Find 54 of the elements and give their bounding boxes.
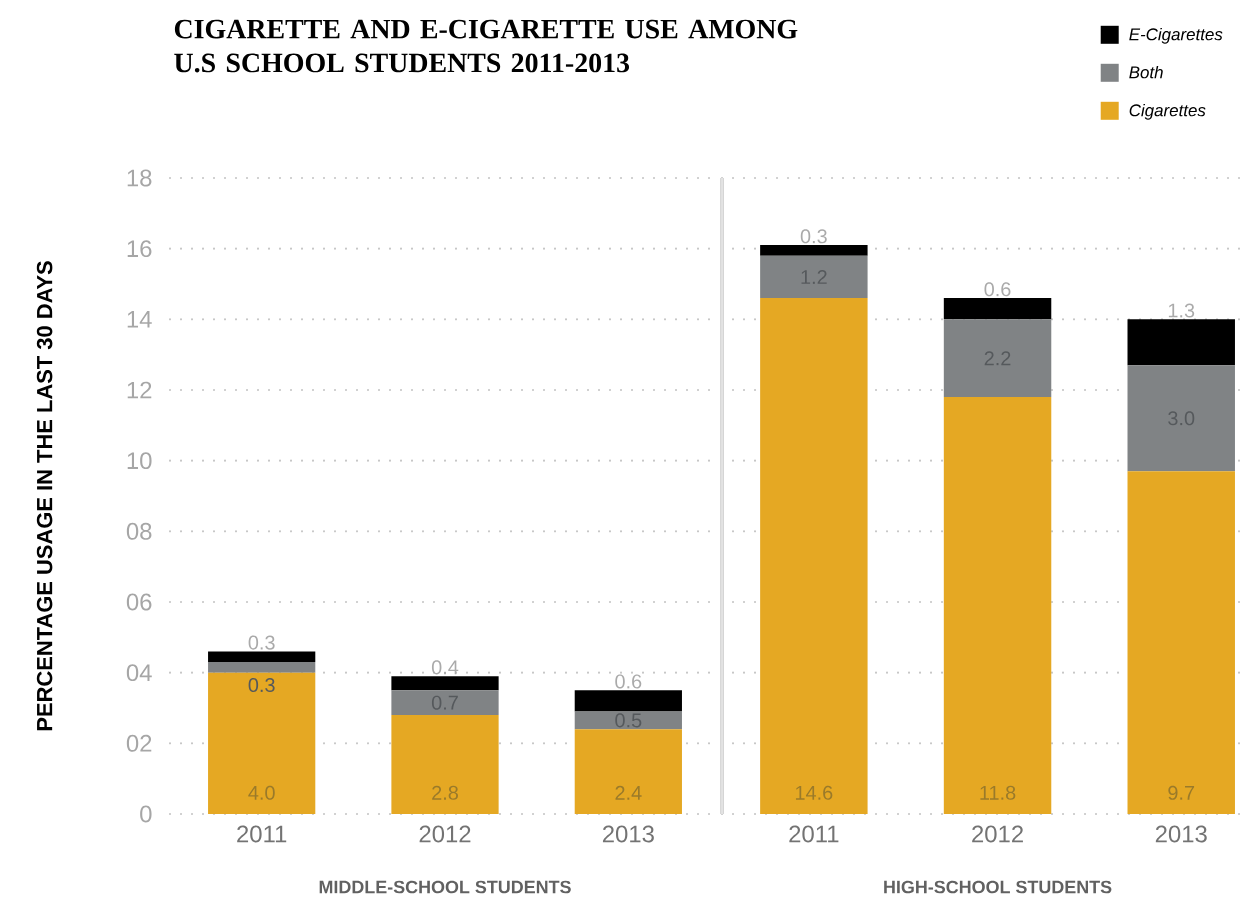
- y-tick-label: 0: [140, 805, 152, 823]
- bar: [1127, 471, 1235, 814]
- y-tick-label: 18: [127, 169, 152, 187]
- bar: [1127, 365, 1235, 472]
- bar: [208, 662, 316, 673]
- x-tick-label: 2011: [237, 825, 287, 843]
- data-label: 2.4: [615, 785, 642, 800]
- y-axis-title: PERCENTAGE USAGE IN THE LAST 30 DAYS: [36, 261, 53, 731]
- data-label: 11.8: [980, 785, 1016, 800]
- bar: [391, 676, 499, 691]
- data-label: 0.6: [984, 282, 1011, 297]
- data-label: 0.3: [800, 229, 827, 244]
- data-label: 14.6: [795, 785, 833, 800]
- bar: [391, 690, 499, 716]
- bar: [208, 672, 316, 814]
- bar: [1127, 319, 1235, 366]
- bar: [208, 651, 316, 663]
- x-axis-title: MIDDLE-SCHOOL STUDENTS: [319, 880, 571, 894]
- legend-label: Cigarettes: [1129, 103, 1206, 120]
- bar: [391, 715, 499, 814]
- y-tick-label: 14: [127, 311, 152, 328]
- y-tick-label: 02: [126, 734, 152, 752]
- bar: [574, 690, 682, 712]
- data-label: 9.7: [1168, 785, 1195, 800]
- x-tick-label: 2012: [972, 825, 1023, 843]
- data-label: 1.3: [1168, 303, 1195, 318]
- bar: [760, 255, 868, 299]
- y-tick-label: 04: [126, 664, 152, 682]
- x-axis-title: HIGH-SCHOOL STUDENTS: [884, 880, 1112, 894]
- y-tick-label: 16: [127, 240, 152, 258]
- bar: [760, 245, 868, 256]
- x-tick-label: 2011: [789, 825, 839, 843]
- y-tick-label: 12: [127, 381, 152, 399]
- bar: [943, 397, 1052, 814]
- chart-title: CIGARETTE AND E-CIGARETTE USE AMONG U.S SCHOOL STUDENTS 2011-2013: [174, 19, 798, 73]
- y-tick-label: 10: [127, 452, 152, 470]
- y-tick-label: 06: [126, 593, 152, 611]
- data-label: 0.3: [248, 635, 275, 650]
- data-label: 0.4: [431, 660, 459, 675]
- bar: [574, 711, 682, 730]
- data-label: 0.3: [248, 677, 275, 693]
- x-tick-label: 2013: [1155, 825, 1207, 843]
- y-tick-label: 08: [126, 522, 152, 540]
- bar: [760, 298, 868, 814]
- legend-label: E-Cigarettes: [1129, 27, 1223, 44]
- data-label: 0.6: [615, 674, 642, 689]
- x-tick-label: 2012: [419, 825, 471, 843]
- bar: [574, 729, 682, 814]
- data-label: 4.0: [248, 785, 275, 800]
- legend-label: Both: [1129, 65, 1163, 79]
- bar: [943, 319, 1052, 398]
- bar: [943, 298, 1052, 320]
- x-tick-label: 2013: [602, 825, 654, 843]
- data-label: 2.8: [432, 785, 458, 800]
